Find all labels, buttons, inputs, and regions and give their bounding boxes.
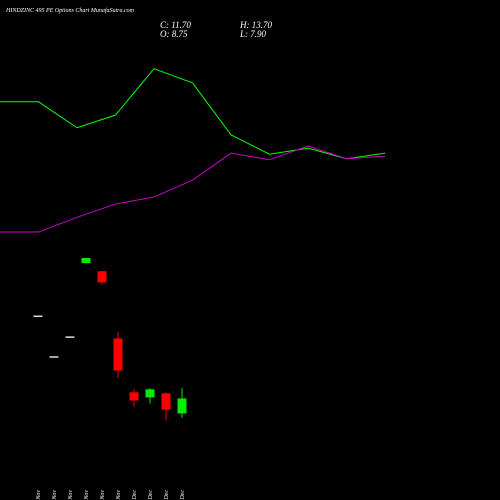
candle-body bbox=[65, 336, 75, 338]
candle-body bbox=[49, 356, 59, 358]
info-high: H: 13.70 bbox=[239, 20, 272, 30]
x-tick-label: 04 Dec bbox=[179, 490, 186, 500]
x-tick-label: 07 Nov bbox=[36, 490, 42, 500]
line-series bbox=[0, 68, 386, 160]
x-tick-label: 02 Dec bbox=[148, 490, 154, 500]
info-low: L: 7.90 bbox=[239, 29, 267, 39]
x-tick-label: 01 Dec bbox=[132, 490, 138, 500]
x-tick-label: 29 Nov bbox=[116, 490, 122, 500]
candle-body bbox=[33, 315, 43, 318]
candle-body bbox=[161, 393, 171, 410]
candle-body bbox=[81, 258, 91, 264]
x-tick-label: 18 Nov bbox=[84, 490, 90, 500]
candle-body bbox=[129, 392, 139, 401]
candle-body bbox=[177, 398, 187, 414]
candle-body bbox=[97, 271, 107, 283]
line-series bbox=[0, 145, 386, 233]
info-open: O: 8.75 bbox=[160, 29, 188, 39]
x-tick-label: 14 Nov bbox=[67, 490, 74, 500]
info-close: C: 11.70 bbox=[160, 20, 191, 30]
x-tick-label: 03 Dec bbox=[164, 490, 170, 500]
candle-body bbox=[113, 338, 123, 371]
chart-title: HINDZINC 495 PE Options Chart MunafaSutr… bbox=[5, 7, 135, 14]
x-tick-label: 12 Nov bbox=[52, 490, 58, 500]
candle-body bbox=[145, 389, 155, 398]
x-tick-label: 27 Nov bbox=[100, 490, 106, 500]
